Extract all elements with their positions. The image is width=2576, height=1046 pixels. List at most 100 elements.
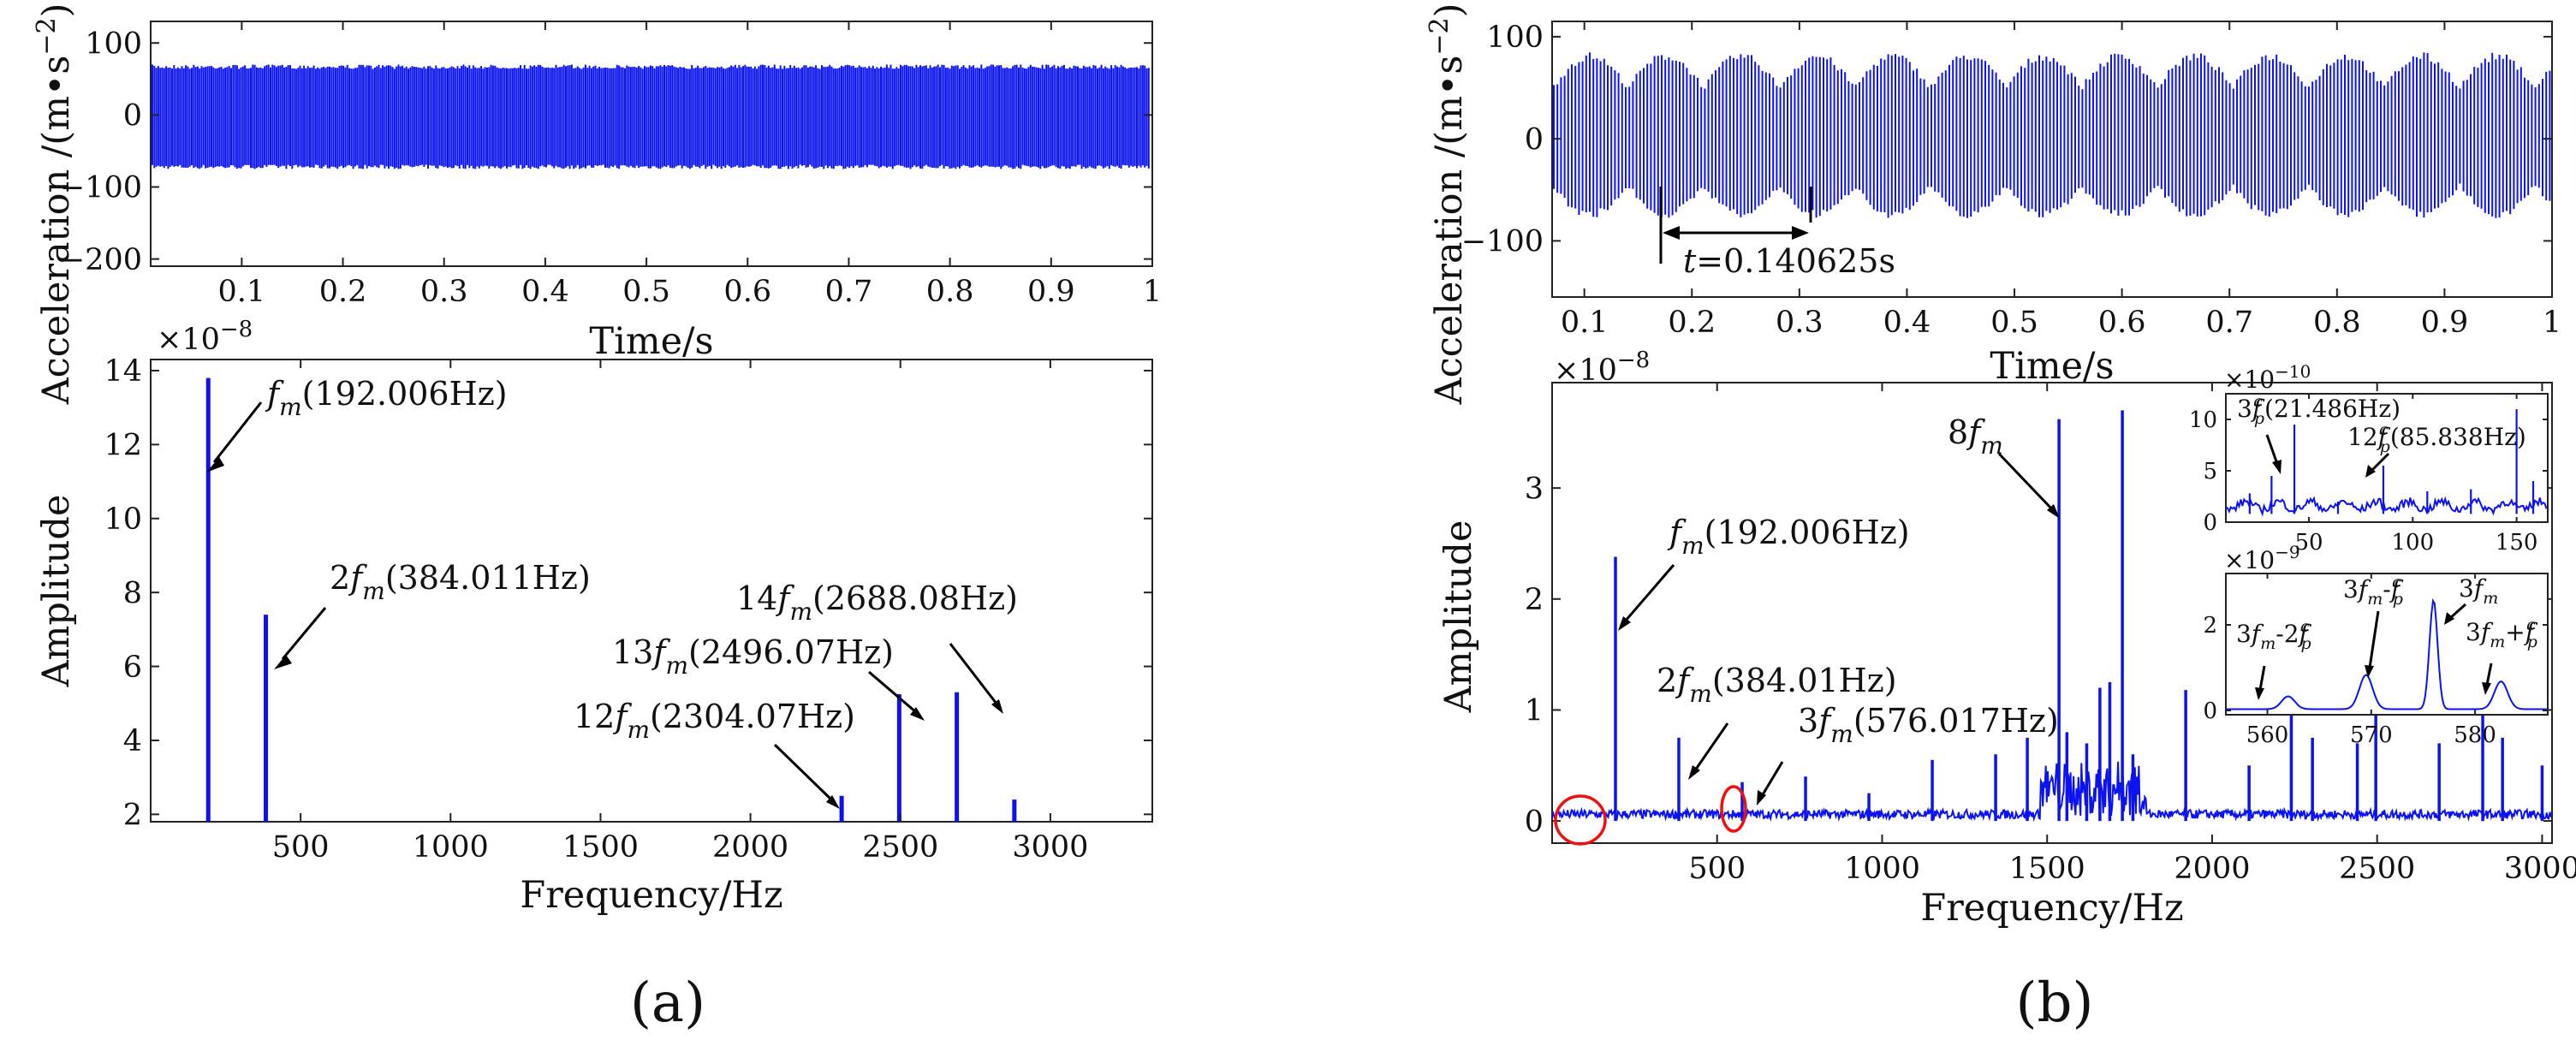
y-tick-label: −100 [60, 171, 142, 205]
x-tick-label: 0.2 [1668, 306, 1716, 340]
x-tick-label: 560 [2246, 722, 2289, 748]
period-annotation: t=0.140625s [1659, 187, 1895, 280]
signal-trace-a-time [152, 64, 1150, 169]
panel-label-b: (b) [2016, 972, 2094, 1035]
x-tick-label: 570 [2350, 722, 2393, 748]
svg-text:2fm(384.011Hz): 2fm(384.011Hz) [330, 559, 591, 605]
chart-a-time-signal: 0.1 0.2 0.3 0.4 0.5 0.6 0.7 0.8 0.9 1 100 0 −100 −200… [32, 3, 1162, 406]
y-tick-label: 12 [104, 429, 142, 463]
x-tick-label: 3000 [2504, 852, 2576, 886]
x-tick-label: 0.9 [2421, 306, 2469, 340]
annotation-inset2-3fm-2fp: 3fm-2fc p [2236, 617, 2312, 653]
inset2-trace [2226, 597, 2547, 710]
y-label-b-spectrum: Amplitude [1437, 520, 1480, 714]
x-tick-label: 50 [2294, 530, 2323, 556]
chart-b-time-signal: 0.1 0.2 0.3 0.4 0.5 0.6 0.7 0.8 0.9 1 100 0 −100 t=0… [1425, 3, 2561, 406]
plot-frame-a-time [150, 21, 1153, 267]
plot-frame-b-time [1551, 21, 2553, 298]
y-tick-label: 0 [1525, 122, 1544, 157]
plot-frame-a-spectrum [150, 359, 1153, 823]
ticks-b-time: 0.1 0.2 0.3 0.4 0.5 0.6 0.7 0.8 0.9 1 100 0 −100 [1461, 21, 2561, 340]
annotation-a-12fm: 12fm(2304.07Hz) [574, 698, 855, 809]
x-tick-label: 0.1 [1561, 306, 1609, 340]
x-tick-label: 580 [2454, 722, 2496, 748]
signal-a-time [152, 64, 1150, 169]
x-tick-label: 1500 [2009, 852, 2085, 886]
svg-text:fm(192.006Hz): fm(192.006Hz) [1667, 514, 1910, 560]
x-tick-label: 1000 [413, 830, 489, 865]
x-tick-label: 500 [1688, 852, 1746, 886]
svg-text:14fm(2688.08Hz): 14fm(2688.08Hz) [736, 579, 1018, 626]
signal-b-time [1553, 52, 2551, 218]
ticks-a-time: 0.1 0.2 0.3 0.4 0.5 0.6 0.7 0.8 0.9 1 100 0 −100 −200 [60, 21, 1162, 309]
plot-frame-b-spectrum [1551, 382, 2553, 844]
inset-chart-low-frequency: ×10−10 50 100 150 0 5 10 3fc p(21.486Hz) 12fc p… [2189, 361, 2549, 556]
svg-text:3fm(576.017Hz): 3fm(576.017Hz) [1798, 702, 2059, 748]
y-label-b-time: Acceleration /(m•s−2) [1425, 3, 1471, 406]
x-tick-label: 2500 [2339, 852, 2415, 886]
signal-trace-b-time [1553, 52, 2551, 218]
inset1-trace [2225, 496, 2548, 517]
x-tick-label: 0.6 [2098, 306, 2146, 340]
signal-inset1 [2225, 409, 2548, 517]
exponent-b-spectrum: ×10−8 [1554, 348, 1650, 388]
y-tick-label: 0 [123, 99, 142, 134]
x-tick-label: 2000 [712, 830, 788, 865]
x-tick-label: 0.5 [1990, 306, 2038, 340]
panel-label-a: (a) [630, 972, 705, 1035]
svg-text:t=0.140625s: t=0.140625s [1683, 242, 1895, 280]
y-tick-label: −100 [1461, 225, 1544, 259]
exponent-a-spectrum: ×10−8 [157, 317, 253, 357]
bars-a-spectrum [205, 377, 1017, 822]
annotation-inset1-3fp: 3fc p(21.486Hz) [2237, 392, 2400, 428]
exponent-inset1: ×10−10 [2224, 361, 2311, 394]
y-tick-label: 0 [1525, 805, 1544, 839]
x-tick-label: 0.4 [1883, 306, 1931, 340]
y-tick-label: 2 [2203, 613, 2217, 639]
y-tick-label: 2 [1525, 583, 1544, 617]
y-tick-label: 0 [2203, 698, 2217, 724]
y-tick-label: −200 [60, 243, 142, 277]
svg-text:12fm(2304.07Hz): 12fm(2304.07Hz) [574, 698, 855, 744]
x-label-b-time: Time/s [1990, 345, 2114, 388]
y-tick-label: 2 [123, 799, 142, 833]
ticks-a-spectrum: 500 1000 1500 2000 2500 3000 2 4 6 8 10 12 14 [104, 354, 1152, 865]
y-tick-label: 4 [123, 724, 142, 758]
x-tick-label: 0.9 [1027, 275, 1075, 309]
y-tick-label: 6 [123, 651, 142, 685]
y-tick-label: 10 [104, 502, 142, 537]
y-tick-label: 8 [123, 576, 142, 610]
x-tick-label: 100 [2392, 530, 2435, 556]
y-tick-label: 10 [2189, 407, 2217, 433]
y-tick-label: 1 [1525, 694, 1544, 728]
signal-b-spectrum [1551, 410, 2553, 823]
x-tick-label: 0.6 [723, 275, 771, 309]
y-tick-label: 100 [85, 27, 142, 61]
svg-text:fm(192.006Hz): fm(192.006Hz) [265, 375, 508, 421]
x-tick-label: 2000 [2174, 852, 2250, 886]
y-tick-label: 14 [104, 354, 142, 389]
signal-inset2 [2226, 597, 2547, 710]
x-tick-label: 1 [2543, 306, 2561, 340]
x-tick-label: 0.8 [2313, 306, 2361, 340]
highlight-circle-low-frequency [1554, 794, 1607, 846]
ticks-inset1: 50 100 150 0 5 10 [2189, 394, 2548, 556]
chart-a-spectrum: ×10−8 500 1000 1500 2000 2500 30002468101214 … [35, 317, 1153, 917]
spectrum-trace-b [1551, 761, 2553, 823]
x-tick-label: 0.3 [420, 275, 468, 309]
svg-text:8fm: 8fm [1948, 413, 2003, 460]
x-tick-label: 0.1 [218, 275, 266, 309]
annotation-b-3fm: 3fm(576.017Hz) [1757, 702, 2059, 805]
x-label-a-spectrum: Frequency/Hz [520, 874, 782, 917]
x-tick-label: 3000 [1012, 830, 1088, 865]
y-label-a-time: Acceleration /(m•s−2) [32, 3, 78, 406]
x-tick-label: 1 [1143, 275, 1162, 309]
x-tick-label: 2500 [862, 830, 938, 865]
x-tick-label: 0.8 [926, 275, 974, 309]
annotation-b-8fm: 8fm [1948, 413, 2060, 519]
y-tick-label: 5 [2203, 459, 2217, 484]
